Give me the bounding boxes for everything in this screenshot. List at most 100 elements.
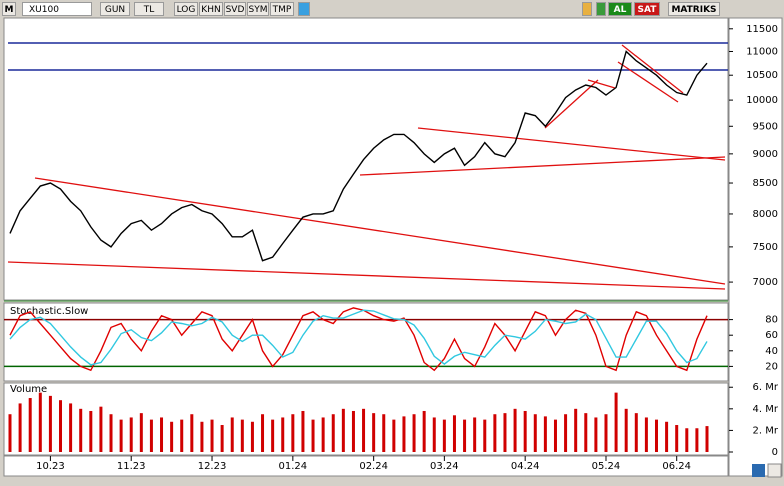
bar	[38, 392, 42, 452]
bar	[463, 419, 467, 452]
bar	[139, 413, 143, 452]
trendline	[544, 79, 599, 129]
bar	[372, 413, 376, 452]
bar	[473, 417, 477, 452]
bar	[624, 408, 628, 452]
y-tick-label: 11000	[746, 46, 778, 57]
bar	[28, 398, 32, 452]
x-tick-label: 03.24	[430, 461, 459, 472]
bar	[149, 419, 153, 452]
bar	[705, 426, 709, 452]
toolbar-button[interactable]: KHN	[199, 2, 223, 16]
y-tick-label: 8500	[753, 178, 778, 189]
bar	[119, 419, 123, 452]
bar	[200, 421, 204, 452]
bar	[109, 414, 113, 452]
y-tick-label: 7500	[753, 242, 778, 253]
bar	[48, 395, 52, 452]
bar	[321, 417, 325, 452]
bar	[594, 417, 598, 452]
panel-title: Stochastic.Slow	[10, 306, 88, 317]
bar	[331, 414, 335, 452]
bar	[180, 419, 184, 452]
x-tick-label: 06.24	[662, 461, 691, 472]
grid-icon[interactable]	[767, 463, 782, 478]
y-tick-label: 10000	[746, 95, 778, 106]
x-tick-label: 02.24	[359, 461, 388, 472]
bar	[493, 414, 497, 452]
bar	[311, 419, 315, 452]
bar	[584, 413, 588, 452]
bar	[553, 419, 557, 452]
symbol-box[interactable]: XU100	[22, 2, 92, 16]
date-axis	[3, 455, 729, 477]
y-tick-label: 9500	[753, 121, 778, 132]
bar	[533, 414, 537, 452]
settings-icon[interactable]	[752, 464, 765, 477]
bar	[261, 414, 265, 452]
bar	[170, 421, 174, 452]
y-tick-label: 60	[765, 330, 778, 341]
trendline	[587, 79, 616, 89]
bar	[574, 408, 578, 452]
bar	[654, 419, 658, 452]
bar	[291, 414, 295, 452]
bar	[432, 417, 436, 452]
trendline	[359, 156, 726, 176]
edit-icon[interactable]	[582, 2, 592, 16]
bar	[543, 416, 547, 452]
bar	[250, 421, 254, 452]
bar	[564, 414, 568, 452]
price-panel	[3, 17, 729, 301]
brand-button[interactable]: MATRIKS	[668, 2, 720, 16]
refresh-icon[interactable]	[596, 2, 606, 16]
y-tick-label: 2. Mr	[753, 425, 779, 436]
bar	[442, 419, 446, 452]
trendline	[34, 177, 726, 285]
toolbar-button[interactable]: SVD	[224, 2, 246, 16]
toolbar-button[interactable]: GUN	[100, 2, 130, 16]
bar	[160, 417, 164, 452]
menu-button[interactable]: M	[2, 2, 16, 16]
bar	[422, 410, 426, 452]
trendline	[617, 61, 679, 103]
toolbar-button[interactable]: TL	[134, 2, 164, 16]
value-axis	[728, 17, 783, 477]
bar	[523, 410, 527, 452]
toolbar-button[interactable]: LOG	[174, 2, 198, 16]
toolbar-button[interactable]: TMP	[270, 2, 294, 16]
x-tick-label: 10.23	[36, 461, 65, 472]
bar	[513, 408, 517, 452]
bar	[69, 403, 73, 452]
bar	[412, 414, 416, 452]
volume-panel	[3, 382, 729, 456]
bar	[382, 414, 386, 452]
sell-button[interactable]: SAT	[634, 2, 660, 16]
bar	[79, 408, 83, 452]
chart: Stochastic.Slow Volume 7000 7500 8000 8500 9…	[3, 17, 783, 478]
bar	[99, 406, 103, 452]
y-tick-label: 9000	[753, 149, 778, 160]
bar	[8, 414, 12, 452]
y-tick-label: 8000	[753, 209, 778, 220]
bar	[59, 400, 63, 452]
bar	[675, 425, 679, 452]
y-tick-label: 11500	[746, 24, 778, 35]
bar	[695, 428, 699, 452]
toolbar-button[interactable]: SYM	[247, 2, 269, 16]
bar	[351, 410, 355, 452]
share-icon[interactable]	[298, 2, 310, 16]
bar	[129, 417, 133, 452]
x-tick-label: 04.24	[511, 461, 540, 472]
buy-button[interactable]: AL	[608, 2, 632, 16]
bar	[271, 419, 275, 452]
y-tick-label: 10500	[746, 70, 778, 81]
bar	[503, 413, 507, 452]
y-tick-label: 20	[765, 361, 778, 372]
y-tick-label: 40	[765, 346, 778, 357]
line	[9, 309, 708, 366]
trendlines	[7, 44, 726, 290]
bar	[281, 417, 285, 452]
panel-title: Volume	[10, 384, 47, 395]
bar	[634, 413, 638, 452]
